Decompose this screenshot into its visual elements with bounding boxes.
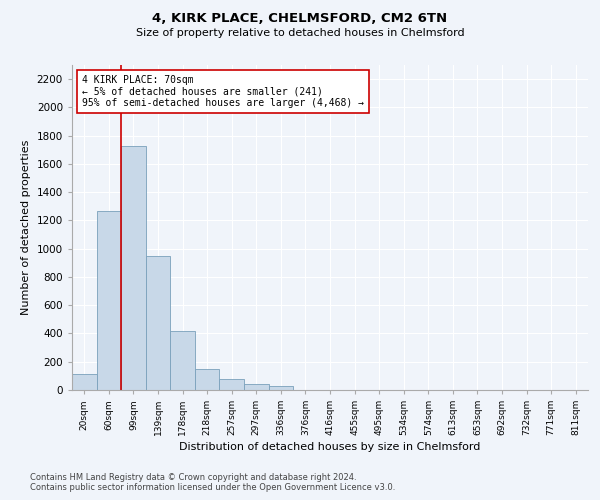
Bar: [220, 380, 244, 390]
Bar: [269, 386, 293, 390]
Y-axis label: Number of detached properties: Number of detached properties: [21, 140, 31, 315]
Bar: [195, 369, 220, 390]
Text: Distribution of detached houses by size in Chelmsford: Distribution of detached houses by size …: [179, 442, 481, 452]
Bar: [97, 210, 121, 390]
Bar: [72, 374, 97, 390]
Text: Contains public sector information licensed under the Open Government Licence v3: Contains public sector information licen…: [30, 484, 395, 492]
Bar: [170, 332, 195, 390]
Text: Size of property relative to detached houses in Chelmsford: Size of property relative to detached ho…: [136, 28, 464, 38]
Bar: [244, 384, 269, 390]
Text: Contains HM Land Registry data © Crown copyright and database right 2024.: Contains HM Land Registry data © Crown c…: [30, 472, 356, 482]
Bar: [121, 146, 146, 390]
Text: 4, KIRK PLACE, CHELMSFORD, CM2 6TN: 4, KIRK PLACE, CHELMSFORD, CM2 6TN: [152, 12, 448, 26]
Text: 4 KIRK PLACE: 70sqm
← 5% of detached houses are smaller (241)
95% of semi-detach: 4 KIRK PLACE: 70sqm ← 5% of detached hou…: [82, 74, 364, 108]
Bar: [146, 256, 170, 390]
